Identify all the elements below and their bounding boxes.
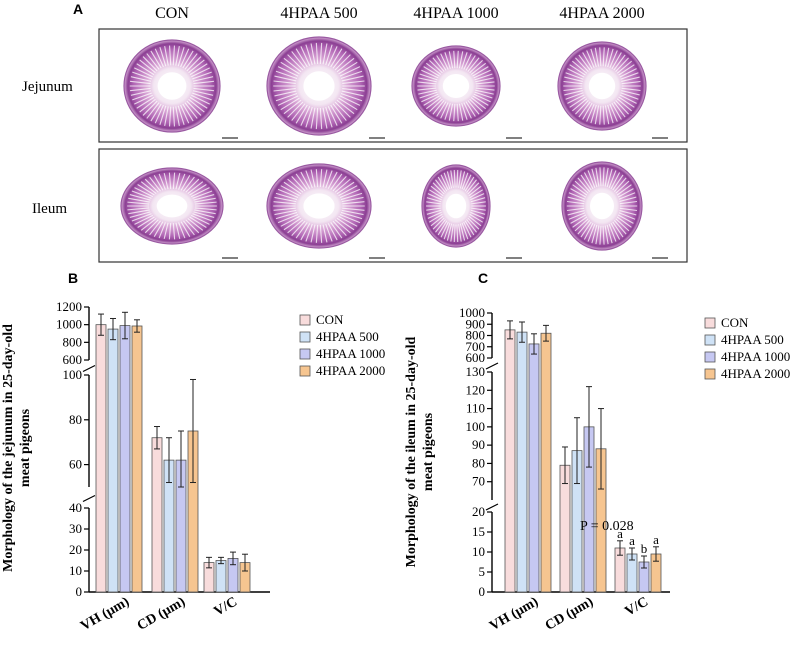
panel-label-c: C (478, 270, 488, 286)
bar-con-0 (504, 329, 516, 593)
jejunum-section-0 (123, 39, 238, 139)
ileum-section-3 (561, 161, 668, 259)
ileum-section-2 (421, 164, 522, 259)
legend-swatch (299, 331, 311, 343)
y-tick-label: 60 (69, 457, 82, 472)
x-category-label: CD (μm) (135, 594, 188, 633)
y-tick-label: 0 (76, 584, 83, 599)
legend-entry: 4HPAA 500 (316, 329, 379, 344)
y-tick-label: 600 (466, 350, 486, 365)
panel-label-a: A (73, 1, 83, 17)
legend-swatch (704, 317, 716, 329)
jejunum-y-label-line2: meat pigeons (18, 408, 33, 487)
y-tick-label: 1200 (56, 299, 82, 314)
bar-4hpaa-2000-0 (540, 332, 552, 593)
column-header-4hpaa500: 4HPAA 500 (280, 5, 357, 22)
jejunum-section-1 (266, 36, 385, 139)
axis-break-mark (485, 362, 499, 370)
legend-entry: 4HPAA 2000 (316, 363, 385, 378)
legend-swatch (704, 351, 716, 363)
bar-4hpaa-2000-0 (131, 325, 143, 593)
x-category-label: V/C (623, 594, 651, 619)
y-tick-label: 5 (479, 564, 486, 579)
y-tick-label: 1000 (459, 305, 485, 320)
y-tick-label: 600 (63, 352, 83, 367)
x-category-label: CD (μm) (543, 594, 596, 633)
y-tick-label: 15 (472, 524, 485, 539)
ileum-section-1 (266, 163, 385, 259)
legend-entry: 4HPAA 2000 (721, 366, 790, 381)
y-tick-label: 10 (472, 544, 485, 559)
legend-swatch (299, 365, 311, 377)
jejunum-section-3 (557, 41, 668, 139)
ileum-p-value-annotation: P = 0.028 (580, 519, 634, 534)
bar-con-0 (95, 324, 107, 593)
y-tick-label: 120 (466, 382, 486, 397)
bar-4hpaa-1000-0 (528, 343, 540, 593)
row-label-jejunum: Jejunum (22, 79, 73, 95)
bar-4hpaa-1000-0 (119, 325, 131, 593)
panel-label-b: B (68, 270, 78, 286)
y-tick-label: 70 (472, 474, 485, 489)
y-tick-label: 130 (466, 364, 486, 379)
histology-sections (120, 36, 668, 259)
significance-letter: a (653, 532, 659, 547)
significance-letter: b (641, 541, 648, 556)
bar-4hpaa-500-0 (107, 328, 119, 593)
y-tick-label: 10 (69, 563, 82, 578)
significance-letter: a (629, 533, 635, 548)
y-tick-label: 20 (69, 542, 82, 557)
axis-break-mark (82, 364, 96, 373)
jejunum-section-2 (411, 45, 522, 139)
ileum-y-label-line2: meat pigeons (421, 412, 436, 491)
y-tick-label: 0 (479, 584, 486, 599)
legend-swatch (299, 348, 311, 360)
bar-con-1 (559, 464, 571, 593)
legend-swatch (704, 334, 716, 346)
bar-con-1 (151, 437, 163, 593)
ileum-section-0 (120, 167, 238, 259)
legend-entry: 4HPAA 1000 (316, 346, 385, 361)
legend-swatch (299, 314, 311, 326)
ileum-chart: 0 5 10 15 20 70 80 90 100 110 120 13060070080090010… (459, 305, 790, 634)
jejunum-y-label-line1: Morphology of the jejunum in 25-day-old (1, 324, 16, 572)
legend-entry: CON (316, 312, 344, 327)
axis-break-mark (82, 494, 96, 503)
y-tick-label: 700 (466, 339, 486, 354)
histology-column-headers: CON 4HPAA 500 4HPAA 1000 4HPAA 2000 (155, 5, 645, 22)
y-tick-label: 900 (466, 316, 486, 331)
x-category-label: V/C (212, 594, 240, 619)
y-tick-label: 110 (466, 401, 485, 416)
legend-entry: 4HPAA 500 (721, 332, 784, 347)
column-header-4hpaa2000: 4HPAA 2000 (559, 5, 644, 22)
legend-entry: CON (721, 315, 749, 330)
legend-swatch (704, 368, 716, 380)
y-tick-label: 20 (472, 504, 485, 519)
y-tick-label: 100 (63, 367, 83, 382)
ileum-y-label-line1: Morphology of the ileum in 25-day-old (404, 336, 419, 567)
significance-letter: a (617, 526, 623, 541)
bar-4hpaa-500-0 (516, 331, 528, 593)
y-tick-label: 40 (69, 500, 82, 515)
y-tick-label: 100 (466, 419, 486, 434)
column-header-con: CON (155, 5, 189, 22)
y-tick-label: 30 (69, 521, 82, 536)
y-tick-label: 90 (472, 437, 485, 452)
y-tick-label: 80 (472, 455, 485, 470)
column-header-4hpaa1000: 4HPAA 1000 (413, 5, 498, 22)
x-category-label: VH (μm) (78, 594, 132, 634)
row-label-ileum: Ileum (32, 201, 67, 217)
legend-entry: 4HPAA 1000 (721, 349, 790, 364)
y-tick-label: 800 (466, 328, 486, 343)
axis-break-mark (485, 503, 499, 511)
bar-4hpaa-500-2 (215, 560, 227, 593)
y-tick-label: 80 (69, 412, 82, 427)
y-tick-label: 800 (63, 334, 83, 349)
y-tick-label: 1000 (56, 317, 82, 332)
x-category-label: VH (μm) (487, 594, 541, 634)
